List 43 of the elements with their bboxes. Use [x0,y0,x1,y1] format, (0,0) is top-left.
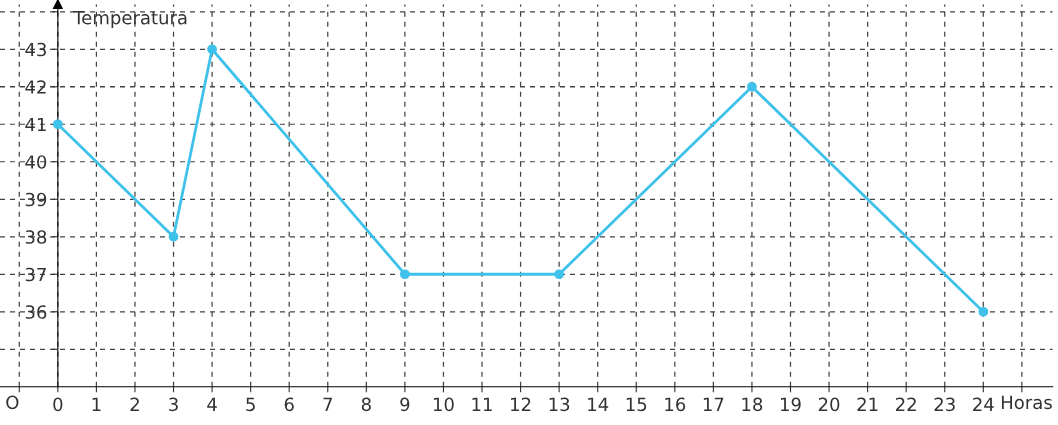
point [747,81,757,92]
x-tick-label: 24 [973,397,994,411]
x-tick-label: 9 [400,397,410,412]
x-tick-label: 22 [896,397,916,411]
point [554,269,564,280]
x-tick-label: 6 [284,397,294,412]
x-tick-label: 15 [626,397,647,412]
x-tick-label: 5 [246,397,255,412]
y-tick-label: 36 [25,305,47,319]
x-tick-label: 3 [169,397,178,412]
point [52,119,63,130]
x-tick-label: 11 [472,397,492,411]
x-tick-label: 18 [742,397,763,412]
y-tick-label: 43 [25,42,46,57]
x-tick-label: 21 [857,397,878,411]
y-tick-label: 42 [25,80,46,94]
x-axis-title: Horas [1001,395,1052,410]
x-tick-label: 17 [703,397,724,411]
x-tick-label: 0 [53,397,63,412]
x-tick-label: 12 [511,397,531,411]
x-tick-label: 4 [207,397,217,411]
y-axis-title: Temperatura [73,11,187,28]
x-tick-label: 10 [433,397,454,412]
x-tick-label: 16 [665,397,686,412]
y-tick-label: 38 [25,230,47,244]
x-tick-label: 2 [130,397,139,411]
y-tick-label: 37 [25,267,46,282]
point [168,231,179,242]
point [400,269,410,280]
x-tick-label: 13 [549,397,570,412]
y-tick-label: 40 [25,155,47,169]
y-tick-label: 41 [25,117,46,132]
x-tick-label: 19 [780,397,801,412]
x-tick-label: 7 [323,397,332,411]
x-tick-label: 1 [92,397,101,411]
y-tick-label: 39 [25,192,47,207]
x-tick-label: 23 [934,397,955,412]
x-tick-label: 8 [361,397,371,412]
text: O [6,395,19,410]
point [978,306,989,317]
point [207,44,217,55]
x-tick-label: 14 [588,397,609,411]
x-tick-label: 20 [818,397,840,412]
